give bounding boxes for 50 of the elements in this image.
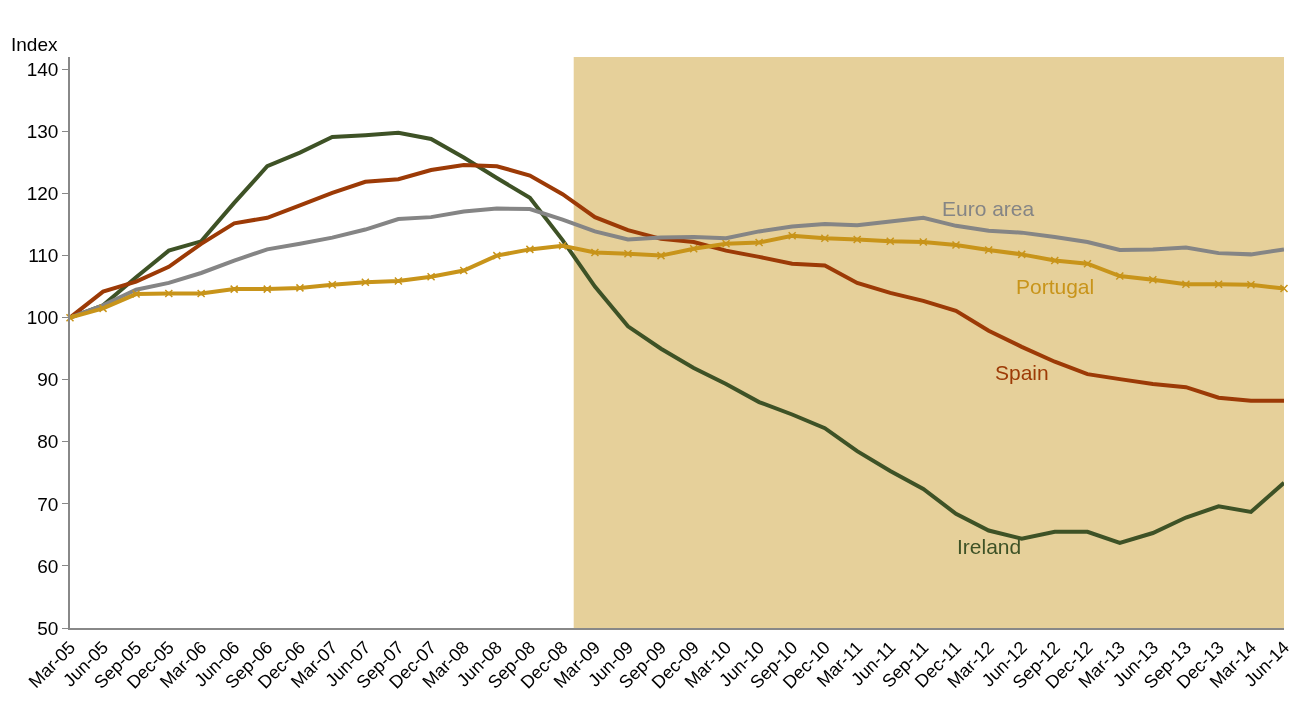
point bbox=[196, 289, 206, 298]
point bbox=[984, 245, 993, 255]
point bbox=[394, 276, 403, 286]
point bbox=[1017, 250, 1026, 259]
point bbox=[656, 251, 666, 260]
point bbox=[754, 238, 764, 247]
point bbox=[361, 278, 370, 287]
point bbox=[328, 280, 337, 290]
point bbox=[1246, 280, 1256, 290]
point bbox=[426, 272, 436, 281]
point bbox=[852, 235, 862, 244]
point bbox=[1214, 279, 1223, 289]
point bbox=[262, 284, 272, 294]
y-tick-label: 70 bbox=[37, 493, 59, 515]
y-tick-label: 60 bbox=[37, 555, 59, 577]
y-tick-label: 80 bbox=[37, 431, 59, 453]
series-label: Ireland bbox=[957, 535, 1022, 558]
point bbox=[164, 289, 174, 298]
series-label: Spain bbox=[995, 361, 1049, 384]
point bbox=[1050, 256, 1060, 265]
series-label: Euro area bbox=[942, 197, 1035, 220]
point bbox=[1083, 259, 1092, 268]
point bbox=[590, 248, 600, 257]
y-tick-label: 140 bbox=[26, 59, 59, 81]
point bbox=[229, 284, 239, 294]
point bbox=[492, 251, 502, 260]
point bbox=[787, 231, 797, 240]
point bbox=[1148, 275, 1158, 285]
point bbox=[1181, 279, 1191, 289]
y-tick-label: 120 bbox=[26, 183, 59, 205]
y-tick-label: 130 bbox=[26, 121, 59, 143]
point bbox=[1279, 284, 1289, 293]
point bbox=[459, 266, 469, 275]
point bbox=[525, 245, 535, 254]
y-axis-title: Index bbox=[11, 34, 58, 55]
point bbox=[885, 237, 895, 246]
point bbox=[623, 249, 633, 258]
point bbox=[295, 283, 305, 293]
y-tick-label: 100 bbox=[26, 307, 59, 329]
point bbox=[721, 239, 731, 249]
y-tick-label: 90 bbox=[37, 369, 59, 391]
point bbox=[98, 304, 108, 313]
line-series bbox=[70, 162, 1284, 403]
point bbox=[820, 233, 830, 243]
y-tick-label: 110 bbox=[28, 245, 59, 267]
point bbox=[558, 241, 567, 250]
point bbox=[689, 244, 698, 254]
series-label: Portugal bbox=[1016, 275, 1095, 298]
y-tick-label: 50 bbox=[37, 617, 59, 639]
point bbox=[65, 313, 75, 322]
